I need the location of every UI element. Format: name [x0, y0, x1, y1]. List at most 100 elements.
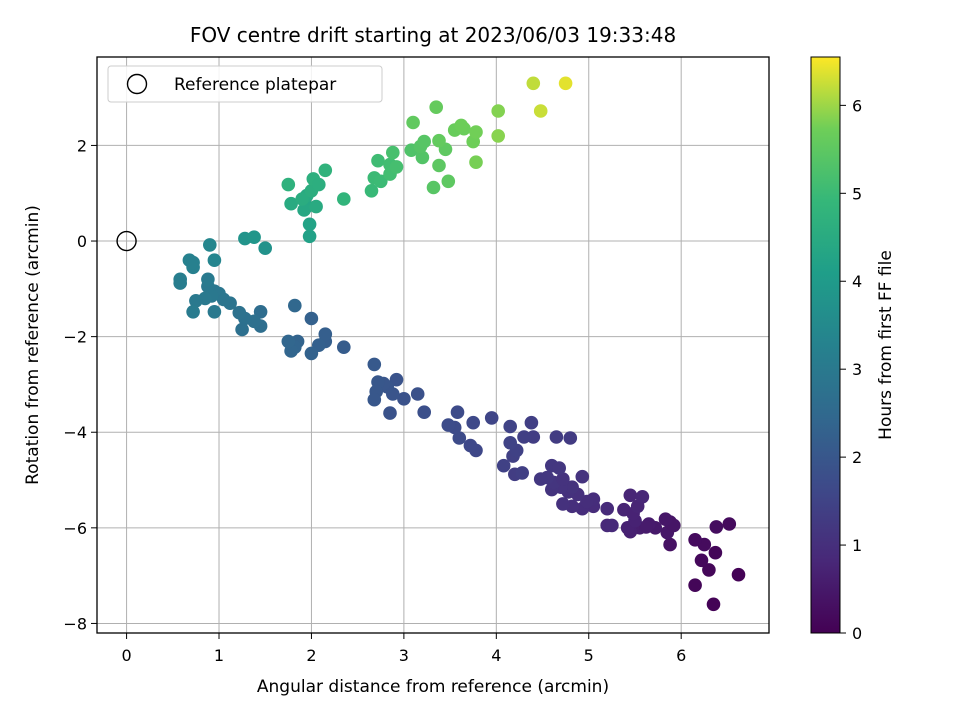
data-point: [318, 163, 333, 178]
data-point: [337, 192, 351, 206]
data-point: [722, 517, 737, 531]
data-point: [207, 305, 222, 319]
data-point: [580, 494, 594, 509]
data-point: [201, 272, 215, 287]
x-axis-label: Angular distance from reference (arcmin): [257, 677, 609, 697]
data-point: [189, 294, 203, 308]
data-point: [454, 118, 469, 133]
data-point: [552, 461, 566, 475]
data-point: [526, 430, 541, 444]
y-tick-label: −6: [63, 519, 87, 538]
data-point: [549, 430, 564, 444]
data-point: [503, 436, 517, 450]
data-point: [496, 458, 511, 473]
reference-platepar-marker: [116, 230, 137, 252]
data-point: [374, 174, 388, 189]
data-point: [565, 480, 579, 495]
data-point: [463, 438, 478, 453]
data-point: [694, 553, 709, 568]
data-point: [207, 253, 222, 267]
data-point: [702, 563, 716, 577]
data-point: [426, 180, 441, 195]
y-tick-label: −8: [63, 614, 87, 633]
x-tick-label: 6: [676, 646, 686, 665]
colorbar-tick-label: 3: [852, 360, 862, 379]
data-point: [639, 520, 653, 534]
data-point: [556, 497, 570, 511]
data-point: [709, 520, 724, 534]
x-tick-label: 3: [399, 646, 409, 665]
colorbar-tick-label: 2: [852, 448, 862, 467]
data-point: [605, 518, 619, 533]
data-point: [297, 203, 311, 217]
data-point: [302, 217, 317, 232]
chart-title: FOV centre drift starting at 2023/06/03 …: [190, 23, 676, 47]
data-point: [517, 430, 531, 444]
data-point: [731, 567, 746, 582]
data-point: [367, 392, 382, 407]
data-point: [600, 501, 614, 516]
data-point: [318, 327, 333, 342]
data-point: [367, 357, 382, 372]
data-point: [503, 419, 517, 434]
data-point: [235, 322, 249, 337]
data-point: [186, 305, 200, 319]
x-tick-label: 1: [214, 646, 224, 665]
data-point: [526, 76, 541, 91]
data-point: [491, 104, 506, 118]
data-point: [247, 230, 261, 244]
data-point: [386, 145, 400, 160]
colorbar: 0 1 2 3 4 5 6 Hours from first FF file: [810, 56, 896, 643]
data-point: [309, 199, 323, 214]
data-point: [304, 311, 319, 326]
colorbar-tick-label: 6: [852, 96, 862, 115]
legend-label-reference: Reference platepar: [174, 75, 336, 95]
data-point: [253, 305, 268, 319]
colorbar-label: Hours from first FF file: [876, 250, 896, 440]
data-point: [663, 537, 677, 552]
data-point: [658, 512, 673, 526]
data-point: [295, 192, 310, 206]
colorbar-tick-label: 0: [852, 624, 862, 643]
data-point: [337, 340, 351, 355]
data-point: [281, 334, 296, 349]
data-point: [706, 597, 721, 612]
x-tick-label: 2: [306, 646, 316, 665]
data-point: [417, 405, 432, 420]
data-point: [232, 305, 247, 320]
data-point: [466, 415, 481, 430]
data-point: [304, 346, 319, 361]
data-point: [556, 472, 570, 486]
colorbar-tick-label: 5: [852, 184, 862, 203]
data-point: [302, 229, 317, 244]
data-point: [281, 177, 296, 192]
data-point: [441, 418, 456, 432]
y-tick-label: 0: [77, 232, 87, 251]
data-point: [389, 372, 404, 387]
data-point: [515, 466, 529, 480]
colorbar-tick-label: 1: [852, 536, 862, 555]
data-point: [533, 104, 548, 118]
data-point: [203, 238, 217, 252]
data-point: [312, 177, 326, 192]
legend: Reference platepar: [107, 65, 383, 103]
data-point: [186, 255, 200, 270]
data-point: [432, 133, 446, 148]
y-axis-label: Rotation from reference (arcmin): [23, 205, 43, 485]
data-point: [371, 153, 385, 168]
data-point: [708, 545, 723, 560]
data-point: [383, 406, 397, 420]
data-point: [429, 100, 444, 114]
data-point: [364, 184, 379, 198]
data-point: [415, 150, 430, 165]
y-tick-label: −4: [63, 423, 87, 442]
y-ticks: −8 −6 −4 −2 0 2: [63, 136, 97, 633]
data-point: [469, 155, 483, 169]
data-point: [688, 578, 702, 592]
data-point: [417, 134, 432, 149]
data-point: [441, 174, 456, 189]
data-point: [623, 488, 638, 503]
x-ticks: 0 1 2 3 4 5 6: [121, 633, 686, 665]
data-point: [450, 405, 465, 420]
data-point: [173, 276, 187, 290]
